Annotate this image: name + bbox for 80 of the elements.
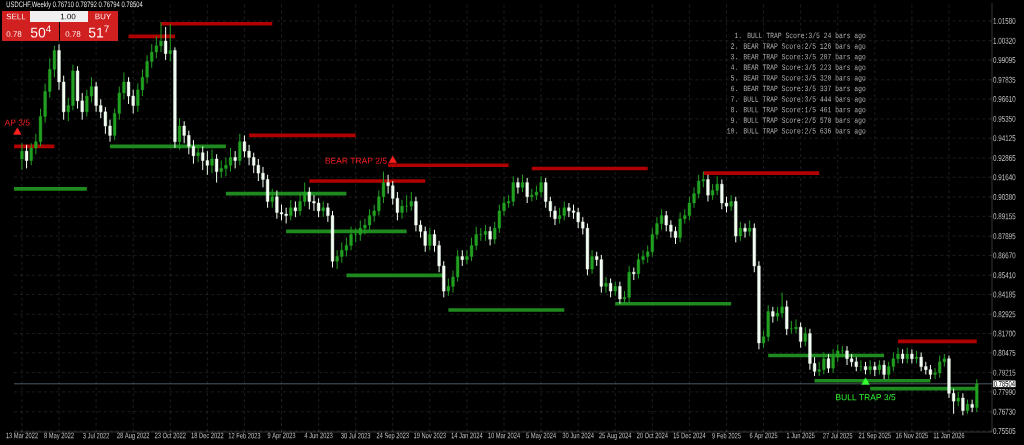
candlestick xyxy=(177,117,182,151)
candlestick xyxy=(511,175,515,207)
y-tick-label: 0.84185 xyxy=(993,291,1016,298)
candlestick xyxy=(20,142,24,171)
y-tick-label: 0.86670 xyxy=(993,252,1016,259)
candlestick xyxy=(794,318,798,335)
candlestick xyxy=(24,144,29,169)
candlestick xyxy=(423,226,427,253)
candlestick xyxy=(590,249,594,275)
y-tick-label: 0.89155 xyxy=(993,213,1016,220)
candlestick xyxy=(191,139,196,165)
candlestick xyxy=(738,221,742,242)
y-tick-label: 0.77990 xyxy=(993,388,1016,395)
candlestick xyxy=(975,378,979,413)
series-label: BULL TRAP 3/5 xyxy=(836,394,896,401)
candlestick xyxy=(826,353,831,374)
candlestick xyxy=(270,188,274,209)
y-tick-label: 0.79215 xyxy=(993,369,1016,376)
candlestick xyxy=(205,150,209,176)
candlestick xyxy=(715,175,719,196)
y-tick-label: 1.01580 xyxy=(993,17,1016,24)
point xyxy=(861,377,870,385)
candlestick xyxy=(210,149,214,174)
y-tick-label: 0.76730 xyxy=(993,408,1016,415)
candlestick xyxy=(729,194,733,212)
candlestick xyxy=(706,174,710,202)
candlestick xyxy=(544,177,548,209)
candlestick xyxy=(201,145,205,171)
candlestick xyxy=(242,134,247,158)
y-tick-label: 0.85410 xyxy=(993,272,1016,279)
candlestick xyxy=(525,177,529,204)
y-tick-label: 0.99095 xyxy=(993,57,1016,63)
candlestick xyxy=(604,276,608,294)
candlestick xyxy=(882,359,886,380)
candlestick xyxy=(428,227,432,251)
candlestick xyxy=(164,26,168,61)
candlestick xyxy=(803,326,807,347)
y-tick-label: 0.80475 xyxy=(993,349,1016,356)
candlestick xyxy=(961,392,965,416)
candlestick xyxy=(228,147,233,173)
point xyxy=(13,127,22,135)
y-tick-label: 1.00320 xyxy=(993,37,1016,44)
candlestick xyxy=(609,278,613,298)
candlestick xyxy=(469,237,474,262)
annotation: 50$^{4}$ xyxy=(30,25,51,38)
candlestick xyxy=(970,399,974,413)
y-tick-label: 0.90380 xyxy=(993,194,1016,201)
series-label: AP 3/5 xyxy=(4,119,30,126)
candlestick xyxy=(799,322,803,349)
candlestick xyxy=(289,199,293,221)
candlestick xyxy=(126,76,131,105)
y-tick-label: 0.95350 xyxy=(993,115,1016,122)
y-tick-label: 0.97835 xyxy=(993,76,1016,83)
annotation: 51$^{7}$ xyxy=(88,25,109,38)
candlestick xyxy=(215,153,219,184)
y-tick-label: 0.87895 xyxy=(993,233,1016,240)
point xyxy=(388,155,397,164)
y-tick-label: 0.75505 xyxy=(993,427,1016,434)
y-tick-label: 0.91640 xyxy=(993,174,1016,181)
candlestick xyxy=(910,348,914,364)
candlestick xyxy=(196,144,200,163)
candlestick xyxy=(636,252,641,280)
candlestick xyxy=(168,23,172,62)
candlestick xyxy=(488,226,492,246)
candlestick xyxy=(618,281,622,305)
candlestick xyxy=(409,191,413,212)
y-tick-label: 0.81700 xyxy=(993,330,1016,337)
y-tick-label: 0.82925 xyxy=(993,311,1016,318)
candlestick xyxy=(367,208,372,231)
candlestick xyxy=(859,359,863,372)
candlestick xyxy=(400,199,404,220)
y-tick-label: 0.94125 xyxy=(993,135,1016,142)
candlestick xyxy=(516,177,520,195)
y-tick-label: 0.92865 xyxy=(993,154,1016,161)
candlestick xyxy=(562,200,566,221)
candlestick xyxy=(743,222,747,239)
candlestick xyxy=(785,300,789,336)
candlestick xyxy=(238,133,242,166)
series-label: BEAR TRAP 2/5 xyxy=(325,157,387,164)
y-tick-label: 0.96610 xyxy=(993,96,1016,103)
